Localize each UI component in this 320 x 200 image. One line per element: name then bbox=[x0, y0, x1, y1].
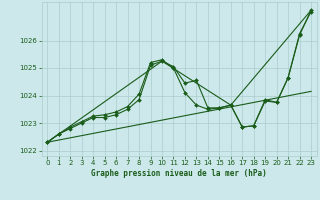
X-axis label: Graphe pression niveau de la mer (hPa): Graphe pression niveau de la mer (hPa) bbox=[91, 169, 267, 178]
